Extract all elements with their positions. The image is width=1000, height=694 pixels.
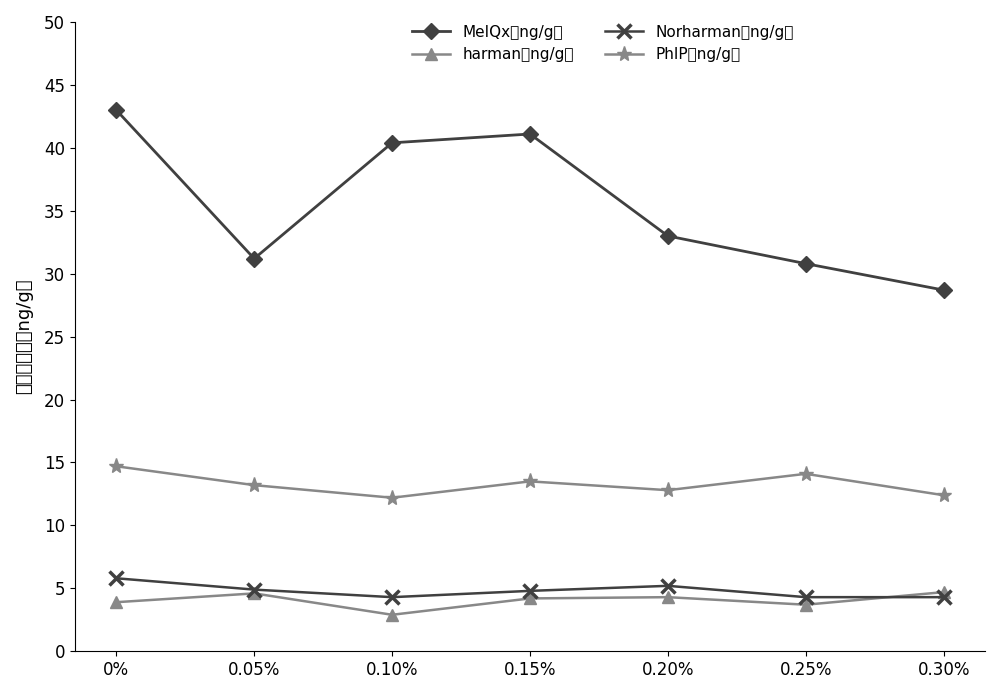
PhIP（ng/g） bbox=[524, 477, 536, 486]
Line: harman（ng/g）: harman（ng/g） bbox=[111, 586, 949, 620]
Norharman（ng/g） bbox=[386, 593, 398, 601]
MeIQx（ng/g） bbox=[938, 286, 950, 294]
MeIQx（ng/g） bbox=[524, 130, 536, 138]
PhIP（ng/g） bbox=[800, 470, 812, 478]
Norharman（ng/g） bbox=[938, 593, 950, 601]
harman（ng/g） bbox=[110, 598, 122, 607]
Norharman（ng/g） bbox=[524, 586, 536, 595]
Line: MeIQx（ng/g）: MeIQx（ng/g） bbox=[111, 105, 949, 296]
MeIQx（ng/g） bbox=[800, 260, 812, 268]
harman（ng/g） bbox=[938, 588, 950, 596]
PhIP（ng/g） bbox=[662, 486, 674, 494]
Norharman（ng/g） bbox=[248, 586, 260, 594]
Y-axis label: 杂环胺含量（ng/g）: 杂环胺含量（ng/g） bbox=[15, 279, 33, 394]
MeIQx（ng/g） bbox=[110, 106, 122, 115]
harman（ng/g） bbox=[662, 593, 674, 601]
harman（ng/g） bbox=[386, 611, 398, 619]
Norharman（ng/g） bbox=[662, 582, 674, 590]
PhIP（ng/g） bbox=[386, 493, 398, 502]
harman（ng/g） bbox=[524, 594, 536, 602]
harman（ng/g） bbox=[800, 600, 812, 609]
Line: Norharman（ng/g）: Norharman（ng/g） bbox=[109, 571, 951, 604]
Norharman（ng/g） bbox=[800, 593, 812, 601]
Line: PhIP（ng/g）: PhIP（ng/g） bbox=[109, 459, 951, 505]
Legend: MeIQx（ng/g）, harman（ng/g）, Norharman（ng/g）, PhIP（ng/g）: MeIQx（ng/g）, harman（ng/g）, Norharman（ng/… bbox=[405, 17, 801, 70]
PhIP（ng/g） bbox=[110, 462, 122, 471]
PhIP（ng/g） bbox=[938, 491, 950, 500]
Norharman（ng/g） bbox=[110, 574, 122, 582]
MeIQx（ng/g） bbox=[662, 232, 674, 240]
MeIQx（ng/g） bbox=[248, 255, 260, 263]
harman（ng/g） bbox=[248, 589, 260, 598]
MeIQx（ng/g） bbox=[386, 139, 398, 147]
PhIP（ng/g） bbox=[248, 481, 260, 489]
